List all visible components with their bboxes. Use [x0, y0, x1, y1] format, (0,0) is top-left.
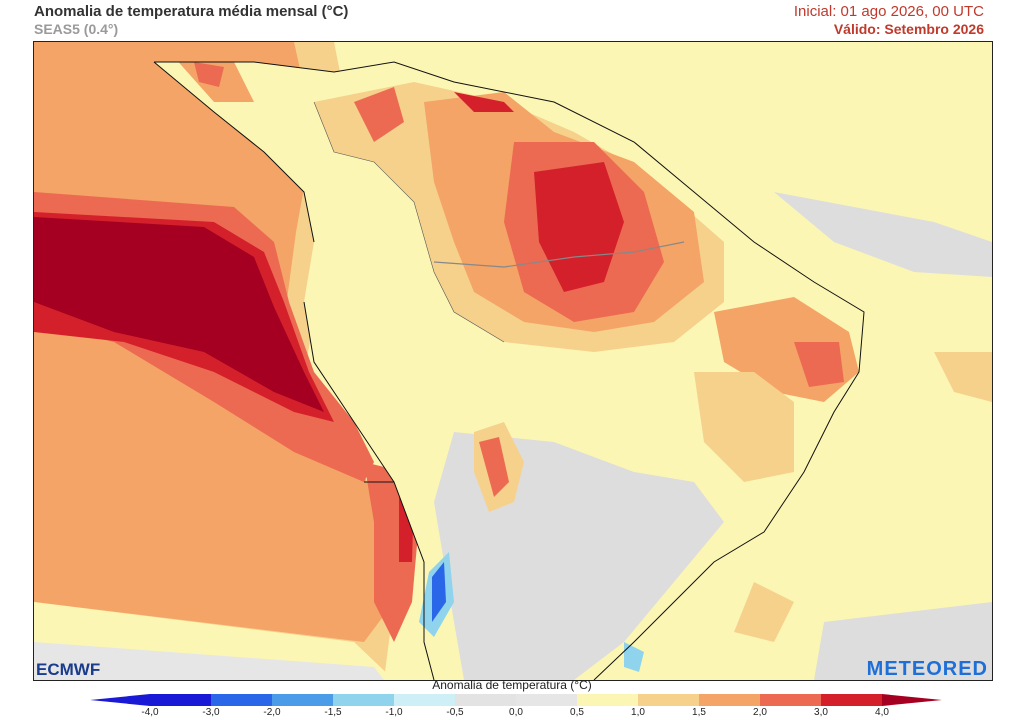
colorbar-bin: [211, 694, 272, 706]
colorbar-title: Anomalia de temperatura (°C): [432, 678, 592, 692]
map-title: Anomalia de temperatura média mensal (°C…: [34, 3, 349, 20]
anomaly-map: [33, 41, 993, 681]
colorbar-tick-label: 0,0: [509, 707, 523, 718]
colorbar-bin: [455, 694, 516, 706]
colorbar-tick-label: 0,5: [570, 707, 584, 718]
colorbar-high-arrow: [882, 694, 942, 706]
colorbar-tick-label: -0,5: [446, 707, 464, 718]
colorbar-tick-label: -1,5: [324, 707, 342, 718]
colorbar-bin: [394, 694, 455, 706]
colorbar-bin: [760, 694, 821, 706]
colorbar-tick-label: -3,0: [202, 707, 220, 718]
valid-period: Válido: Setembro 2026: [833, 21, 984, 37]
colorbar-tick-label: -2,0: [263, 707, 281, 718]
colorbar: [90, 694, 942, 706]
colorbar-bin: [821, 694, 882, 706]
colorbar-bin: [699, 694, 760, 706]
colorbar-tick-label: -4,0: [141, 707, 159, 718]
ecmwf-logo: ECMWF: [36, 660, 101, 679]
colorbar-tick-label: 4,0: [875, 707, 889, 718]
colorbar-labels: -4,0 -3,0 -2,0 -1,5 -1,0 -0,5 0,0 0,5 1,0 1,5 2,0 3…: [0, 707, 1024, 720]
colorbar-tick-label: 1,0: [631, 707, 645, 718]
colorbar-tick-label: 2,0: [753, 707, 767, 718]
meteored-logo: METEORED: [866, 658, 988, 680]
colorbar-bin: [577, 694, 638, 706]
colorbar-low-arrow: [90, 694, 150, 706]
colorbar-bin: [333, 694, 394, 706]
colorbar-bin: [150, 694, 211, 706]
colorbar-bin: [638, 694, 699, 706]
colorbar-tick-label: -1,0: [385, 707, 403, 718]
colorbar-tick-label: 3,0: [814, 707, 828, 718]
initial-time: Inicial: 01 ago 2026, 00 UTC: [793, 3, 984, 20]
colorbar-bin: [272, 694, 333, 706]
model-subtitle: SEAS5 (0.4°): [34, 21, 119, 37]
colorbar-tick-label: 1,5: [692, 707, 706, 718]
colorbar-bin: [516, 694, 577, 706]
